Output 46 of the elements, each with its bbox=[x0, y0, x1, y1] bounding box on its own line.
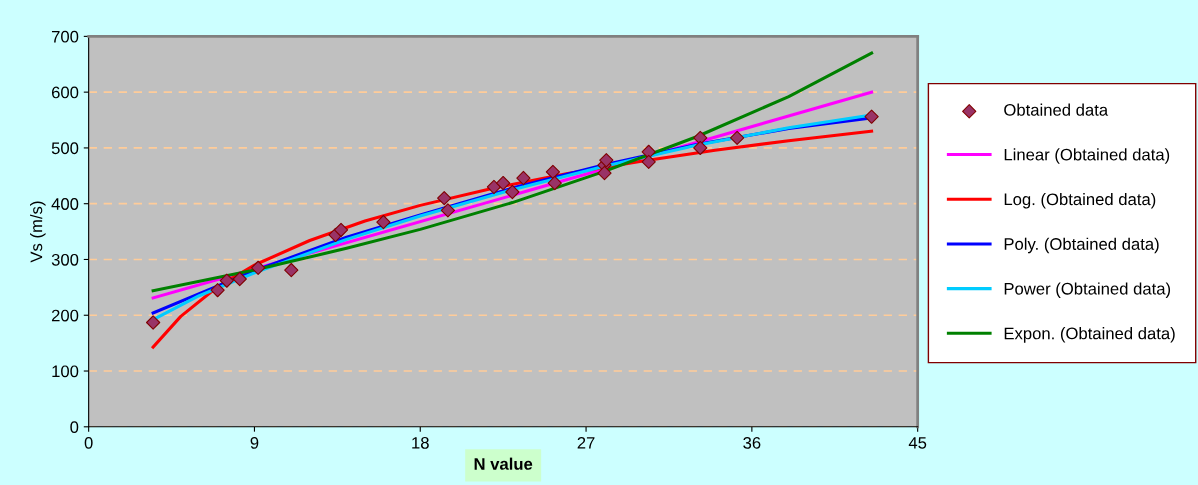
point bbox=[599, 153, 614, 168]
point bbox=[505, 184, 520, 200]
y-tick-label: 0 bbox=[70, 421, 79, 433]
x-tick-label: 18 bbox=[412, 436, 429, 449]
point bbox=[145, 315, 161, 330]
x-tick-label: 45 bbox=[908, 437, 927, 449]
point bbox=[284, 262, 299, 278]
point bbox=[547, 175, 562, 191]
x-tick-label: 36 bbox=[743, 436, 761, 449]
point bbox=[641, 154, 656, 170]
legend-label: Power (Obtained data) bbox=[1004, 282, 1171, 298]
legend-label: Linear (Obtained data) bbox=[1004, 148, 1170, 164]
point bbox=[516, 170, 531, 186]
y-tick-label: 500 bbox=[51, 142, 79, 155]
point bbox=[219, 273, 234, 288]
point bbox=[496, 175, 511, 191]
point bbox=[864, 109, 879, 124]
legend-label: Obtained data bbox=[1004, 103, 1109, 116]
point bbox=[376, 214, 391, 230]
y-tick-label: 300 bbox=[51, 253, 79, 266]
point bbox=[250, 260, 266, 275]
point bbox=[693, 140, 708, 156]
point bbox=[232, 271, 247, 287]
y-tick-label: 700 bbox=[51, 30, 79, 43]
x-tick-label: 9 bbox=[250, 436, 259, 449]
point bbox=[597, 165, 612, 181]
x-tick-label: 27 bbox=[577, 436, 595, 449]
point bbox=[729, 130, 745, 146]
y-tick-label: 200 bbox=[51, 309, 79, 322]
legend-label: Log. (Obtained data) bbox=[1004, 192, 1156, 209]
y-axis-title: Vs (m/s) bbox=[30, 201, 46, 263]
x-axis-title: N value bbox=[474, 457, 533, 470]
y-tick-label: 100 bbox=[52, 365, 79, 378]
legend-label: Expon. (Obtained data) bbox=[1004, 327, 1175, 343]
point bbox=[486, 179, 502, 195]
point bbox=[210, 283, 225, 298]
line-series bbox=[151, 51, 874, 293]
point bbox=[437, 190, 452, 206]
point bbox=[440, 203, 456, 218]
x-tick-label: 0 bbox=[84, 436, 93, 449]
legend-label: Poly. (Obtained data) bbox=[1004, 237, 1159, 254]
y-tick-label: 400 bbox=[51, 198, 79, 210]
point bbox=[333, 222, 349, 238]
line-series bbox=[151, 129, 874, 349]
point bbox=[545, 164, 561, 180]
y-tick-label: 600 bbox=[51, 86, 79, 99]
